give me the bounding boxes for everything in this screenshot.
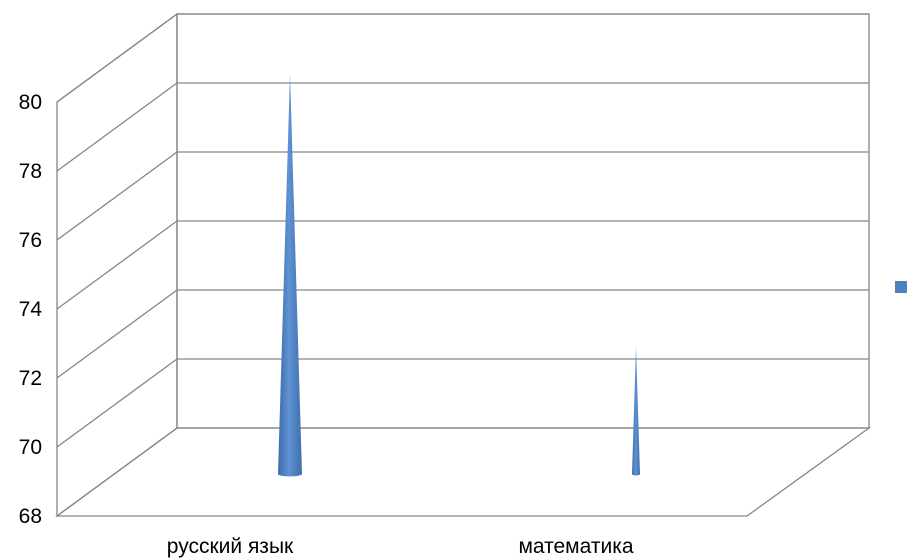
chart-floor xyxy=(55,427,872,517)
y-tick-label: 74 xyxy=(19,298,43,321)
x-axis-category-labels: русский язык математика xyxy=(167,535,634,558)
gridline-side xyxy=(56,13,178,103)
y-tick-label: 72 xyxy=(19,367,42,390)
gridline-side xyxy=(56,289,178,379)
x-category-label: математика xyxy=(518,535,633,558)
y-tick-label: 68 xyxy=(19,505,42,528)
gridline-side xyxy=(56,358,178,448)
legend-marker xyxy=(895,281,907,293)
cone-bar xyxy=(632,346,640,476)
y-tick-label: 70 xyxy=(19,436,42,459)
y-tick-label: 80 xyxy=(19,91,42,114)
data-series xyxy=(278,73,640,477)
gridlines xyxy=(56,13,869,448)
y-tick-label: 76 xyxy=(19,229,42,252)
gridline-side xyxy=(56,82,178,172)
y-axis-tick-labels: 68 70 72 74 76 78 80 xyxy=(19,91,43,528)
y-tick-label: 78 xyxy=(19,160,42,183)
gridline-side xyxy=(56,151,178,241)
x-category-label: русский язык xyxy=(167,535,294,558)
cone-bar xyxy=(278,73,302,477)
gridline-side xyxy=(56,220,178,310)
